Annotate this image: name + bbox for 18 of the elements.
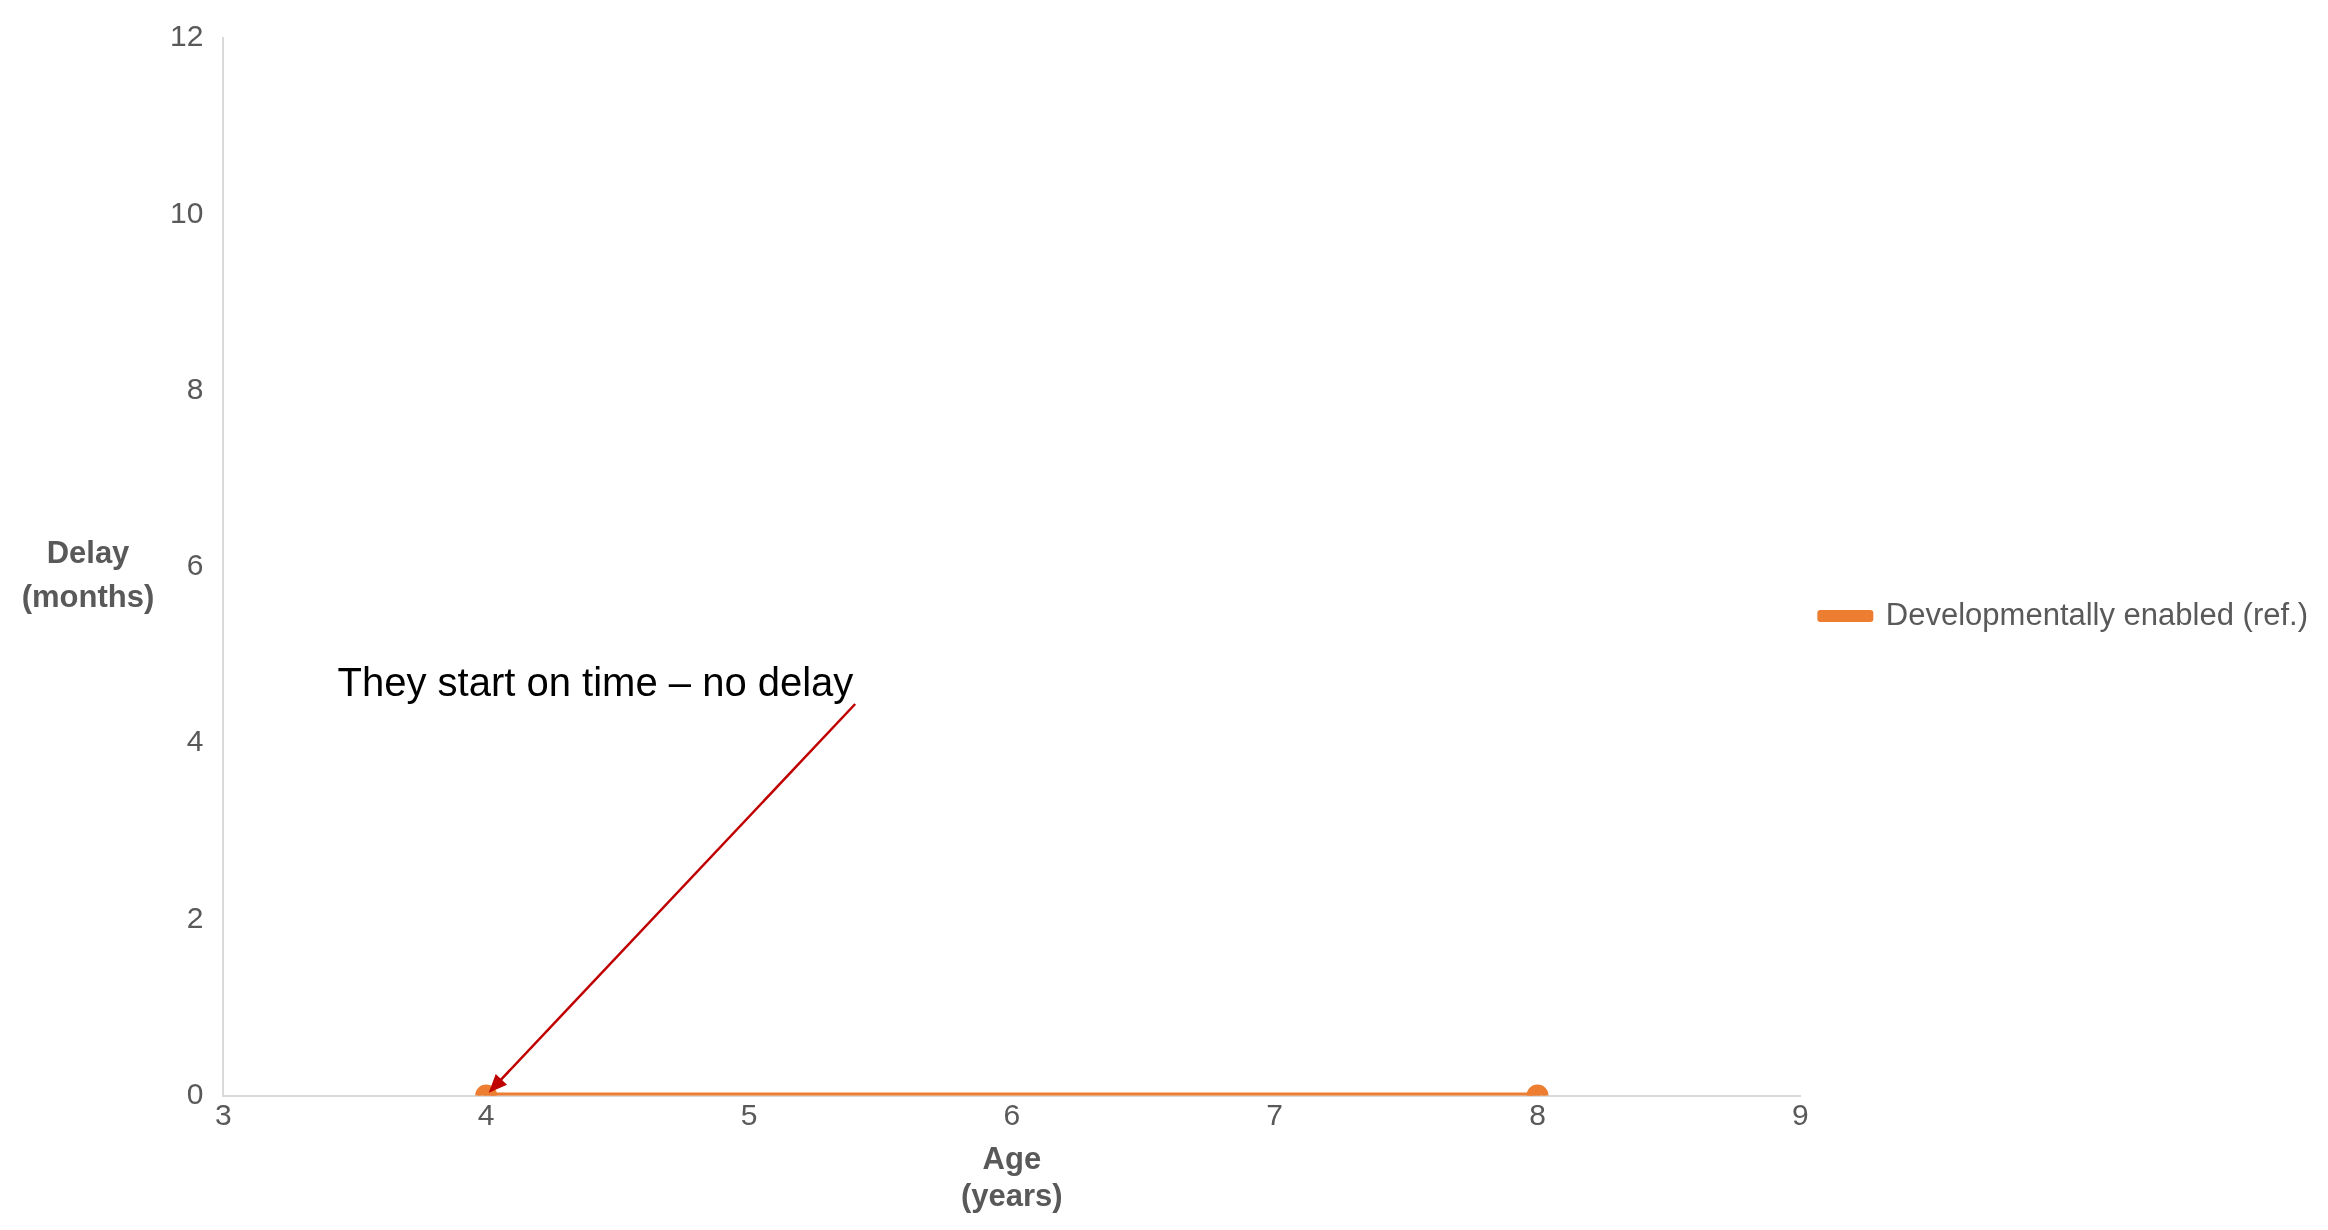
- y-tick-label: 10: [169, 195, 204, 229]
- x-axis-title: Age (years): [961, 1140, 1063, 1213]
- y-tick-label: 8: [186, 371, 204, 405]
- legend-label: Developmentally enabled (ref.): [1885, 596, 2309, 632]
- y-tick-label: 0: [186, 1076, 204, 1110]
- y-axis-title: Delay (months): [21, 535, 155, 615]
- x-tick-label: 4: [477, 1097, 495, 1131]
- y-tick-label: 2: [186, 900, 204, 934]
- x-tick-label: 9: [1791, 1097, 1809, 1131]
- y-tick-label: 4: [186, 724, 204, 758]
- x-tick-label: 5: [740, 1097, 758, 1131]
- x-tick-label: 7: [1266, 1097, 1284, 1131]
- x-tick-label: 3: [215, 1097, 232, 1131]
- y-tick-label: 6: [186, 548, 204, 582]
- x-tick-label: 6: [1003, 1097, 1021, 1131]
- x-tick-label: 8: [1529, 1097, 1546, 1131]
- y-tick-label: 12: [169, 19, 204, 53]
- annotation: They start on time – no delay: [337, 660, 854, 704]
